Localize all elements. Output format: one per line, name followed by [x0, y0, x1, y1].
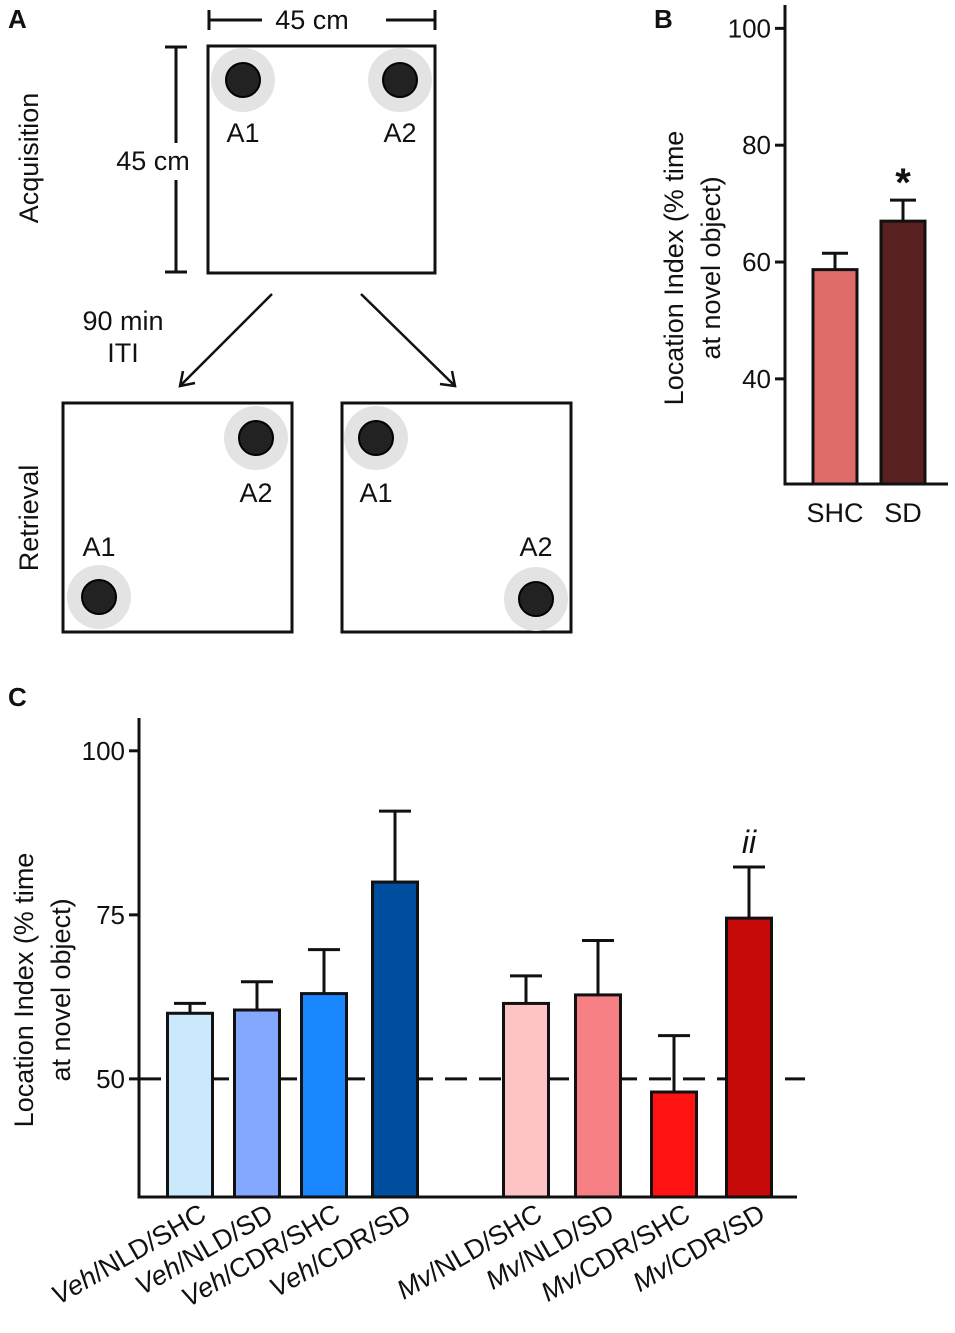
acquisition-a2-label: A2: [383, 118, 416, 148]
y-tick-label-100: 100: [728, 13, 771, 43]
x-label-sd: SD: [884, 498, 922, 528]
acquisition-label: Acquisition: [14, 93, 44, 224]
bar-sd: [879, 219, 927, 486]
y-tick-label-40: 40: [742, 364, 771, 394]
y-tick-label-80: 80: [742, 130, 771, 160]
significance-star: *: [895, 161, 911, 205]
object-a1-icon: [225, 62, 261, 98]
bar-shc: [811, 268, 859, 486]
bar-veh-cdr-sd: [371, 880, 419, 1199]
panel-c-letter: C: [8, 682, 27, 712]
retrieval-left-a2-icon: [238, 420, 274, 456]
y-tick-label-75: 75: [96, 900, 125, 930]
y-tick-label-100: 100: [82, 736, 125, 766]
significance-ii: ii: [742, 824, 757, 860]
y-tick-label-50: 50: [96, 1064, 125, 1094]
bar-veh-nld-sd: [233, 1008, 281, 1199]
panel-a: A 45 cm 45 cm Acquisition Retrieval A1 A…: [8, 4, 573, 634]
y-axis-label-line2: at novel object): [46, 898, 76, 1081]
retrieval-left-a1-icon: [81, 579, 117, 615]
arrow-left: [180, 293, 273, 386]
bar-mv-nld-sd: [574, 993, 622, 1199]
retrieval-right-a1-label: A1: [359, 478, 392, 508]
arrow-right: [360, 293, 455, 386]
width-label: 45 cm: [275, 5, 349, 35]
panel-c: C 50 75 100 Location Index (% time at novel …: [8, 682, 805, 1313]
bar-mv-cdr-shc: [650, 1090, 698, 1199]
panel-b: B 40 60 80 100 Location Index (% time at nove…: [654, 4, 948, 528]
panel-a-letter: A: [8, 4, 27, 34]
panel-b-letter: B: [654, 4, 673, 34]
retrieval-left-a1-label: A1: [82, 532, 115, 562]
y-axis-label-line2: at novel object): [696, 176, 726, 359]
retrieval-right-a2-label: A2: [519, 532, 552, 562]
object-a2-icon: [382, 62, 418, 98]
iti-label-line1: 90 min: [82, 306, 163, 336]
bar-mv-nld-shc: [502, 1001, 550, 1199]
height-label: 45 cm: [116, 146, 190, 176]
iti-label-line2: ITI: [107, 338, 139, 368]
acquisition-a1-label: A1: [226, 118, 259, 148]
retrieval-right-a2-icon: [518, 581, 554, 617]
bar-veh-cdr-shc: [300, 992, 348, 1199]
retrieval-left-a2-label: A2: [239, 478, 272, 508]
y-tick-label-60: 60: [742, 247, 771, 277]
retrieval-right-a1-icon: [358, 420, 394, 456]
retrieval-label: Retrieval: [14, 465, 44, 572]
bar-mv-cdr-sd: [725, 916, 773, 1199]
bar-veh-nld-shc: [166, 1011, 214, 1199]
y-axis-label-line1: Location Index (% time: [9, 853, 39, 1128]
arrow-left-head: [178, 370, 196, 388]
arrow-right-head: [439, 370, 457, 388]
y-axis-label-line1: Location Index (% time: [659, 131, 689, 406]
x-label-shc: SHC: [806, 498, 863, 528]
